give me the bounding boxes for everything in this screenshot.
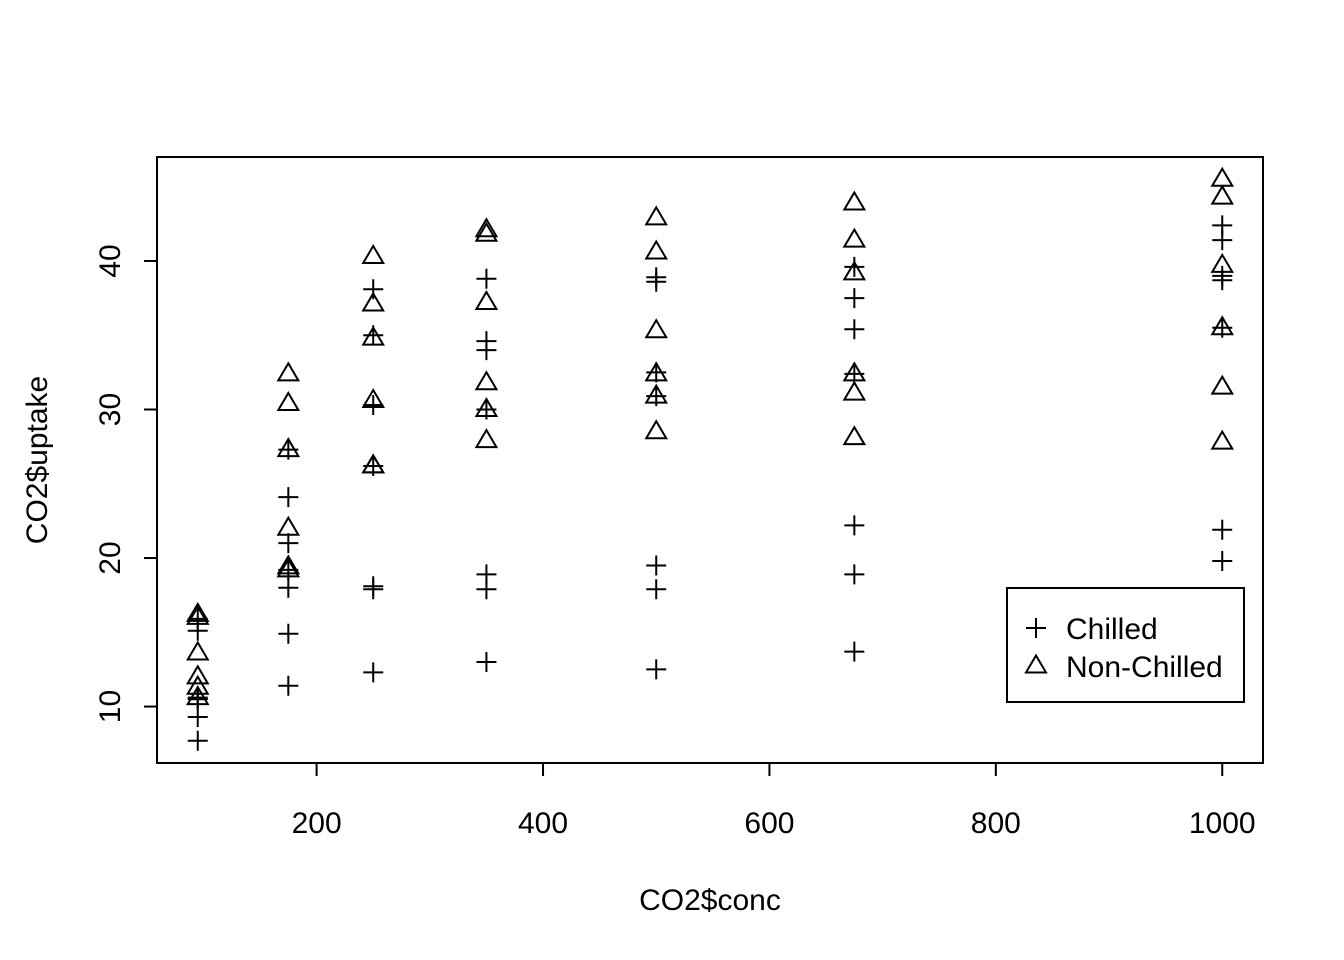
point-non-chilled [842, 260, 867, 281]
point-non-chilled [276, 361, 301, 382]
point-non-chilled [842, 425, 867, 446]
x-tick-label: 200 [292, 807, 342, 840]
y-axis: 10 20 30 40 [94, 244, 157, 723]
legend-triangle-marker [1024, 653, 1048, 674]
point-non-chilled [276, 515, 301, 536]
point-chilled [844, 256, 865, 277]
point-chilled [646, 362, 667, 383]
point-non-chilled [644, 318, 668, 339]
point-non-chilled [276, 391, 301, 412]
point-chilled [1212, 551, 1233, 571]
y-tick-label: 30 [94, 393, 127, 426]
point-non-chilled [1210, 429, 1234, 450]
point-chilled [476, 331, 497, 352]
point-non-chilled [186, 604, 210, 625]
legend-marker-non-chilled [1024, 653, 1048, 674]
legend-box [1006, 587, 1245, 703]
legend: Chilled Non-Chilled [1006, 587, 1245, 703]
point-non-chilled [361, 453, 385, 474]
legend-label-non-chilled: Non-Chilled [1066, 651, 1223, 684]
x-tick-label: 800 [971, 807, 1021, 840]
data-points [186, 166, 1234, 751]
point-chilled [187, 730, 208, 751]
point-chilled [844, 319, 865, 340]
point-non-chilled [186, 640, 210, 661]
y-axis-label: CO2$uptake [21, 376, 54, 544]
point-non-chilled [361, 244, 385, 264]
point-non-chilled [1210, 166, 1234, 187]
series-non-chilled [186, 166, 1234, 706]
point-non-chilled [644, 419, 668, 440]
point-non-chilled [474, 428, 499, 449]
point-chilled [278, 487, 299, 508]
point-non-chilled [186, 685, 210, 706]
point-non-chilled [186, 674, 210, 695]
point-non-chilled [644, 361, 668, 382]
point-non-chilled [474, 396, 499, 417]
x-axis: 200 400 600 800 1000 [292, 763, 1256, 840]
point-non-chilled [1210, 374, 1234, 395]
point-chilled [476, 579, 497, 600]
x-tick-label: 600 [744, 807, 794, 840]
point-non-chilled [276, 557, 301, 578]
point-chilled [646, 579, 667, 600]
y-tick-label: 40 [94, 244, 127, 277]
point-non-chilled [842, 361, 867, 382]
point-non-chilled [644, 383, 668, 404]
point-chilled [1212, 265, 1233, 286]
x-axis-label: CO2$conc [639, 884, 781, 917]
point-non-chilled [276, 437, 301, 458]
point-chilled [278, 623, 299, 644]
point-chilled [1212, 215, 1233, 236]
point-non-chilled [186, 601, 210, 622]
point-non-chilled [474, 370, 499, 391]
point-non-chilled [1210, 252, 1234, 273]
point-chilled [476, 652, 497, 672]
legend-marker-chilled [1026, 618, 1046, 638]
point-chilled [476, 268, 497, 289]
point-non-chilled [644, 239, 668, 260]
point-chilled [646, 271, 667, 292]
point-chilled [363, 279, 384, 300]
point-non-chilled [361, 325, 385, 346]
point-chilled [844, 288, 865, 309]
point-non-chilled [474, 217, 499, 238]
point-chilled [844, 515, 865, 536]
point-non-chilled [276, 554, 301, 575]
y-tick-label: 20 [94, 541, 127, 574]
point-chilled [363, 579, 384, 600]
legend-label-chilled: Chilled [1066, 613, 1158, 646]
legend-plus-marker [1026, 618, 1046, 638]
point-non-chilled [842, 227, 867, 248]
point-chilled [363, 662, 384, 683]
point-non-chilled [186, 664, 210, 685]
point-non-chilled [842, 190, 867, 211]
point-chilled [363, 395, 384, 416]
point-non-chilled [474, 290, 499, 311]
point-non-chilled [1210, 315, 1234, 336]
point-chilled [187, 706, 208, 727]
point-non-chilled [474, 221, 499, 242]
point-chilled [646, 659, 667, 680]
x-tick-label: 1000 [1189, 807, 1256, 840]
point-chilled [1212, 519, 1233, 540]
point-chilled [278, 675, 299, 696]
point-non-chilled [842, 380, 867, 401]
point-non-chilled [644, 205, 668, 226]
point-non-chilled [361, 291, 385, 312]
x-tick-label: 400 [518, 807, 568, 840]
point-chilled [844, 641, 865, 662]
point-chilled [844, 564, 865, 585]
point-chilled [278, 577, 299, 598]
point-non-chilled [1210, 184, 1234, 205]
point-chilled [646, 555, 667, 576]
y-tick-label: 10 [94, 690, 127, 723]
point-chilled [278, 533, 299, 554]
plot-frame [156, 156, 1264, 764]
point-non-chilled [361, 388, 385, 409]
